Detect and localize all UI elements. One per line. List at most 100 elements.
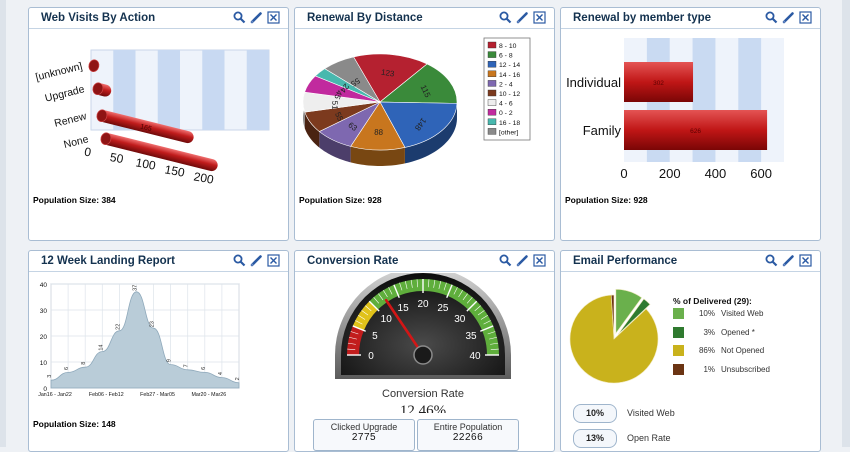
gauge-value: 12.46% <box>400 403 446 413</box>
gauge-tick-label: 5 <box>372 331 378 342</box>
gauge-tick <box>388 287 393 295</box>
tick-label: 0 <box>83 145 92 160</box>
zoom-icon[interactable] <box>233 11 246 24</box>
edit-icon[interactable] <box>516 11 529 24</box>
grid-band <box>113 50 136 130</box>
gauge-tick <box>349 336 357 340</box>
point-label: 7 <box>184 364 190 367</box>
panel-conversion-rate: Conversion Rate 0 5 10 15 20 25 30 35 40 Conversi… <box>294 250 555 452</box>
tick-label: 10 <box>40 360 48 367</box>
stat-value: 22266 <box>452 432 484 443</box>
gauge-tick-label: 10 <box>381 314 393 325</box>
landing-area-chart: 0 10 20 30 40 3 6 8 14 22 37 23 9 7 6 4 2 Jan16 - Jan22 Fe… <box>38 282 241 398</box>
edit-icon[interactable] <box>250 11 263 24</box>
gauge-band-green <box>369 279 499 355</box>
close-icon[interactable] <box>533 11 546 24</box>
gauge-tick <box>477 310 485 316</box>
legend-swatch <box>673 308 684 319</box>
close-icon[interactable] <box>533 254 546 267</box>
slice-label: 45 <box>332 89 344 101</box>
pie-slice <box>615 288 643 335</box>
stat-entire-population: Entire Population 22266 <box>417 419 519 451</box>
edit-icon[interactable] <box>782 254 795 267</box>
email-pie-chart <box>569 288 659 384</box>
point-label: 9 <box>167 359 173 362</box>
legend-label: [other] <box>499 129 518 136</box>
point-label: 4 <box>218 372 224 375</box>
zoom-icon[interactable] <box>499 11 512 24</box>
point-label: 8 <box>81 362 87 365</box>
gauge-tick <box>347 348 356 350</box>
population-size: Population Size: 148 <box>33 419 116 429</box>
panel-title: Renewal by member type <box>573 12 712 24</box>
gauge-tick <box>378 293 384 301</box>
pie-side <box>319 131 351 163</box>
pie-slice <box>379 101 458 148</box>
edit-icon[interactable] <box>516 254 529 267</box>
pie-legend: 8 - 10 6 - 8 12 - 14 14 - 16 2 - 4 10 - 12 4 -… <box>483 37 531 141</box>
legend-label: Unsubscribed <box>721 364 770 374</box>
stat-open-rate-value: 13% <box>573 429 617 448</box>
close-icon[interactable] <box>799 254 812 267</box>
legend-swatch <box>673 345 684 356</box>
legend-swatch <box>673 326 684 338</box>
legend-label: 4 - 6 <box>499 101 513 108</box>
panel-header: Renewal by member type <box>561 8 820 29</box>
panel-header: Web Visits By Action <box>29 8 288 29</box>
gauge-hub <box>413 345 433 365</box>
legend-label: Not Opened <box>721 346 765 355</box>
close-icon[interactable] <box>267 254 280 267</box>
grid-band <box>202 50 225 130</box>
stat-visited-web-label: Visited Web <box>627 408 675 418</box>
stat-open-rate-label: Open Rate <box>627 433 671 443</box>
edit-icon[interactable] <box>782 11 795 24</box>
close-icon[interactable] <box>799 11 812 24</box>
conversion-gauge: 0 510 15 20 25 30 35 40 Conversion Rate 12.46% <box>335 273 511 413</box>
legend-label: Opened * <box>721 327 755 337</box>
zoom-icon[interactable] <box>233 254 246 267</box>
panel-title: Conversion Rate <box>307 255 399 267</box>
zoom-icon[interactable] <box>765 254 778 267</box>
area-series <box>50 291 240 389</box>
pie-slice <box>610 294 615 340</box>
gauge-tick <box>347 342 356 345</box>
gauge-tick <box>462 293 468 301</box>
panel-renewal-member: Renewal by member type Individual 302 Fami… <box>560 7 821 241</box>
tick-label: 600 <box>750 166 772 181</box>
tick-label: 100 <box>135 155 157 172</box>
legend-label: 6 - 8 <box>499 53 513 60</box>
tick-label: 400 <box>705 166 727 181</box>
grid-band <box>246 50 269 130</box>
gauge-tick-label: 20 <box>417 299 429 310</box>
category-label: Individual <box>566 75 621 90</box>
legend-swatch <box>487 89 497 97</box>
stat-clicked-upgrade: Clicked Upgrade 2775 <box>313 419 415 451</box>
bar <box>624 110 768 150</box>
edit-icon[interactable] <box>250 254 263 267</box>
zoom-icon[interactable] <box>765 11 778 24</box>
panel-title: Renewal By Distance <box>307 12 423 24</box>
close-icon[interactable] <box>267 11 280 24</box>
gauge-tick-label: 40 <box>469 351 481 362</box>
panel-header: Renewal By Distance <box>295 8 554 29</box>
bar: 165 <box>96 109 194 144</box>
zoom-icon[interactable] <box>499 254 512 267</box>
right-edge <box>842 0 850 447</box>
point-label: 3 <box>47 375 53 378</box>
gauge-tick-label: 25 <box>437 303 449 314</box>
category-label: Renew <box>53 110 88 130</box>
legend-label: 16 - 18 <box>499 120 520 127</box>
point-label: 37 <box>132 285 138 291</box>
gauge-tick-label: 0 <box>368 351 374 362</box>
gauge-tick <box>433 279 436 288</box>
bar <box>92 82 112 97</box>
gauge-tick <box>483 320 491 325</box>
panel-title: Email Performance <box>573 255 678 267</box>
stat-value: 2775 <box>351 432 377 443</box>
pie-slice <box>353 53 428 103</box>
pie-side <box>304 112 320 148</box>
bar-label: 165 <box>139 123 152 133</box>
gauge-tick <box>446 284 453 298</box>
